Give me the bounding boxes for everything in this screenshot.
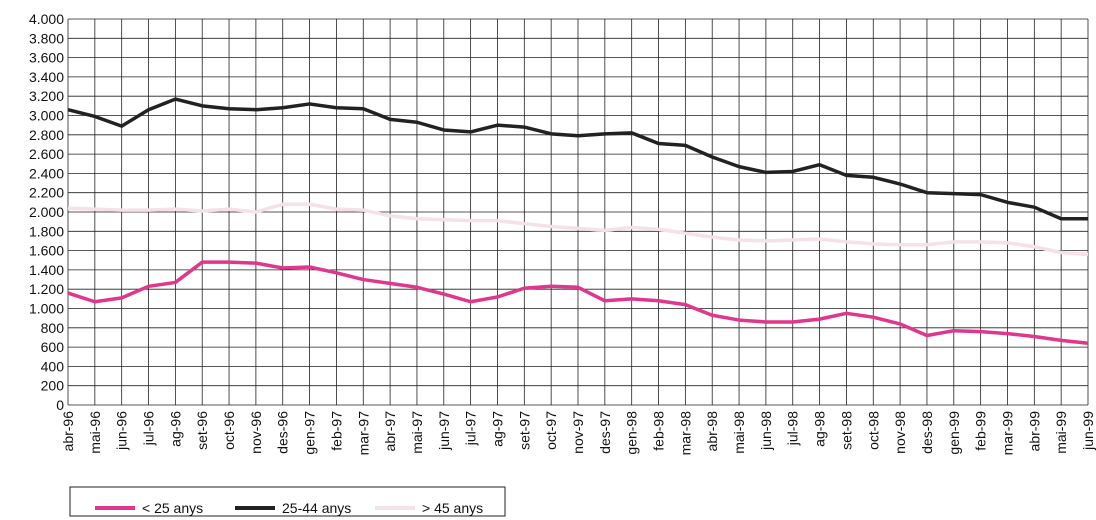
series-line [67, 202, 1089, 257]
x-tick-label: mai-97 [409, 411, 425, 454]
x-tick-label: set-97 [516, 411, 532, 450]
y-tick-label: 400 [41, 358, 65, 374]
x-tick-label: mai-99 [1053, 411, 1069, 454]
x-tick-label: des-98 [919, 411, 935, 454]
x-tick-label: oct-96 [221, 411, 237, 450]
x-tick-label: abr-97 [382, 411, 398, 452]
y-tick-label: 1.400 [29, 262, 64, 278]
x-tick-label: nov-96 [248, 411, 264, 454]
x-tick-label: gen-99 [946, 411, 962, 455]
x-tick-label: abr-98 [704, 411, 720, 452]
legend-box [69, 486, 506, 517]
x-tick-label: mai-96 [87, 411, 103, 454]
y-tick-label: 3.800 [29, 30, 64, 46]
x-tick-label: oct-98 [865, 411, 881, 450]
x-tick-label: jun-99 [1080, 411, 1096, 451]
series-line [67, 260, 1089, 345]
y-tick-label: 200 [41, 378, 65, 394]
x-tick-label: mai-98 [731, 411, 747, 454]
legend-label: 25-44 anys [282, 500, 351, 516]
y-tick-label: 800 [41, 320, 65, 336]
legend-label: < 25 anys [142, 500, 203, 516]
series-line [67, 97, 1088, 221]
x-tick-label: mar-99 [999, 411, 1015, 456]
y-tick-label: 1.200 [29, 281, 64, 297]
y-tick-label: 600 [41, 339, 65, 355]
x-tick-label: set-98 [838, 411, 854, 450]
x-tick-label: ag-98 [812, 411, 828, 447]
x-tick-label: jun-97 [436, 411, 452, 451]
x-tick-label: gen-97 [302, 411, 318, 455]
y-tick-label: 2.200 [29, 185, 64, 201]
x-tick-label: feb-99 [973, 411, 989, 451]
x-tick-label: des-96 [275, 411, 291, 454]
y-tick-label: 2.000 [29, 204, 64, 220]
y-tick-label: 1.000 [29, 301, 64, 317]
x-tick-label: abr-99 [1026, 411, 1042, 452]
y-tick-label: 2.400 [29, 165, 64, 181]
x-tick-label: jun-96 [114, 411, 130, 451]
x-tick-label: ag-97 [489, 411, 505, 447]
x-tick-label: ag-96 [167, 411, 183, 447]
x-tick-label: feb-97 [328, 411, 344, 451]
x-tick-label: feb-98 [651, 411, 667, 451]
y-tick-label: 3.200 [29, 88, 64, 104]
x-tick-label: nov-97 [570, 411, 586, 454]
x-tick-label: jun-98 [758, 411, 774, 451]
x-tick-label: gen-98 [624, 411, 640, 455]
x-tick-label: mar-97 [355, 411, 371, 456]
x-tick-label: nov-98 [892, 411, 908, 454]
legend-label: > 45 anys [422, 500, 483, 516]
y-tick-label: 2.600 [29, 146, 64, 162]
x-tick-label: jul-97 [463, 411, 479, 446]
x-tick-label: des-97 [597, 411, 613, 454]
y-tick-label: 2.800 [29, 127, 64, 143]
y-tick-label: 3.400 [29, 69, 64, 85]
x-tick-label: set-96 [194, 411, 210, 450]
x-tick-label: jul-96 [141, 411, 157, 446]
y-tick-label: 1.600 [29, 243, 64, 259]
x-tick-label: jul-98 [785, 411, 801, 446]
x-tick-label: abr-96 [60, 411, 76, 452]
y-tick-label: 4.000 [29, 11, 64, 27]
x-tick-label: mar-98 [677, 411, 693, 456]
y-tick-label: 3.000 [29, 108, 64, 124]
x-tick-label: oct-97 [543, 411, 559, 450]
y-tick-label: 0 [56, 397, 64, 413]
y-tick-label: 3.600 [29, 50, 64, 66]
y-tick-label: 1.800 [29, 223, 64, 239]
